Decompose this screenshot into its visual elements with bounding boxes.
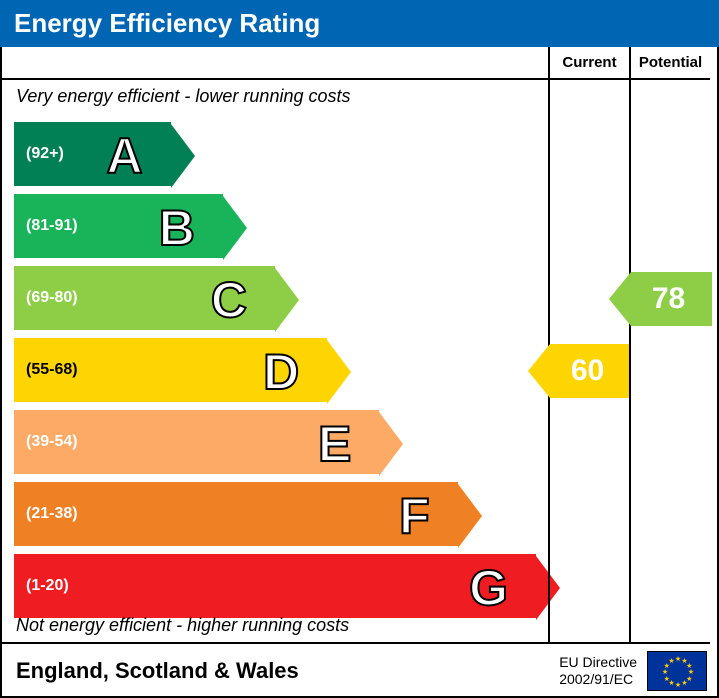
band-arrow-a — [171, 124, 195, 184]
band-bar-b: (81-91) B — [14, 194, 223, 258]
band-range-d: (55-68) — [26, 361, 78, 379]
chart-title: Energy Efficiency Rating — [14, 8, 320, 38]
current-marker-arrow-icon — [528, 344, 550, 398]
potential-column: 78 — [629, 80, 710, 644]
band-bar-c: (69-80) C — [14, 266, 275, 330]
header-blank — [2, 47, 548, 80]
band-letter-f: F — [399, 484, 430, 548]
chart-frame: Current Potential Very energy efficient … — [0, 47, 719, 698]
band-row-c: (69-80) C — [14, 264, 536, 332]
band-arrow-e — [379, 412, 403, 472]
band-arrow-c — [275, 268, 299, 328]
band-row-f: (21-38) F — [14, 480, 536, 548]
band-range-a: (92+) — [26, 145, 64, 163]
band-bars-group: (92+)A(81-91)B(69-80)C(55-68)D(39-54)E(2… — [14, 120, 536, 624]
current-marker-value: 60 — [550, 344, 631, 398]
eu-flag-icon: ★★★★★★★★★★★★ — [647, 651, 707, 691]
potential-marker-arrow-icon — [609, 272, 631, 326]
band-range-c: (69-80) — [26, 289, 78, 307]
band-letter-e: E — [318, 412, 351, 476]
band-row-e: (39-54) E — [14, 408, 536, 476]
band-bar-e: (39-54) E — [14, 410, 379, 474]
note-efficient: Very energy efficient - lower running co… — [16, 86, 351, 107]
band-letter-b: B — [159, 196, 195, 260]
band-letter-d: D — [263, 340, 299, 404]
eu-star-icon: ★ — [675, 681, 681, 689]
band-row-d: (55-68) D — [14, 336, 536, 404]
band-range-b: (81-91) — [26, 217, 78, 235]
header-current: Current — [548, 47, 629, 80]
potential-marker: 78 — [631, 272, 712, 326]
band-range-f: (21-38) — [26, 505, 78, 523]
eu-star-icon: ★ — [668, 657, 674, 665]
region-label: England, Scotland & Wales — [16, 658, 299, 684]
directive-group: EU Directive 2002/91/EC ★★★★★★★★★★★★ — [559, 651, 707, 691]
band-letter-a: A — [106, 124, 142, 188]
band-arrow-b — [223, 196, 247, 256]
band-bar-g: (1-20) G — [14, 554, 536, 618]
band-bar-a: (92+) A — [14, 122, 171, 186]
band-letter-g: G — [469, 556, 508, 620]
note-inefficient: Not energy efficient - higher running co… — [16, 615, 349, 636]
band-arrow-f — [458, 484, 482, 544]
current-column: 60 — [548, 80, 629, 644]
directive-line1: EU Directive — [559, 654, 637, 671]
bands-panel: Very energy efficient - lower running co… — [2, 80, 548, 644]
band-bar-d: (55-68) D — [14, 338, 327, 402]
eu-star-icon: ★ — [681, 679, 687, 687]
band-letter-c: C — [211, 268, 247, 332]
directive-text: EU Directive 2002/91/EC — [559, 654, 637, 688]
chart-grid: Current Potential Very energy efficient … — [2, 47, 717, 644]
band-arrow-d — [327, 340, 351, 400]
band-row-g: (1-20) G — [14, 552, 536, 620]
band-row-b: (81-91) B — [14, 192, 536, 260]
current-marker: 60 — [550, 344, 631, 398]
title-bar: Energy Efficiency Rating — [0, 0, 719, 47]
footer: England, Scotland & Wales EU Directive 2… — [2, 644, 717, 696]
eu-star-icon: ★ — [675, 655, 681, 663]
band-bar-f: (21-38) F — [14, 482, 458, 546]
band-range-g: (1-20) — [26, 577, 69, 595]
potential-marker-value: 78 — [631, 272, 712, 326]
directive-line2: 2002/91/EC — [559, 671, 637, 688]
header-potential: Potential — [629, 47, 710, 80]
band-range-e: (39-54) — [26, 433, 78, 451]
band-row-a: (92+) A — [14, 120, 536, 188]
